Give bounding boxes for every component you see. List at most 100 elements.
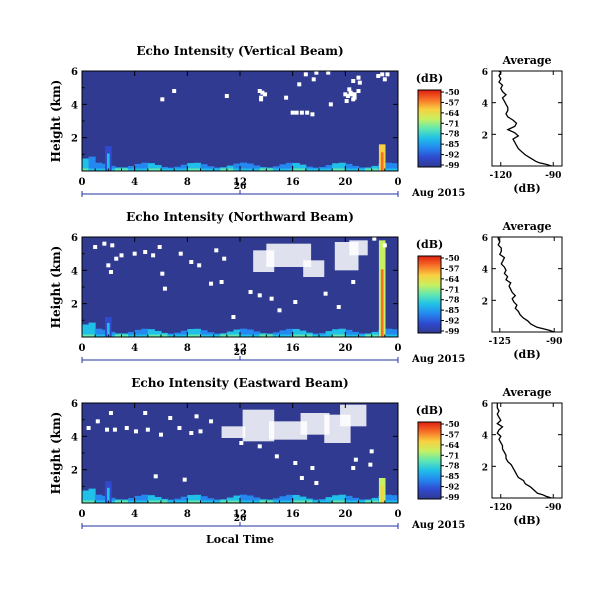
colorbar-tick-label: -64 bbox=[445, 108, 460, 118]
surface-echo-cell bbox=[253, 165, 261, 171]
surface-echo-cell bbox=[279, 330, 287, 337]
missing-data-cell bbox=[105, 427, 110, 432]
missing-data-cell bbox=[290, 110, 295, 115]
surface-echo-cell bbox=[240, 494, 248, 503]
missing-data-cell bbox=[119, 253, 124, 258]
average-y-tick-label: 6 bbox=[482, 234, 488, 244]
intense-echo-core bbox=[380, 152, 384, 171]
surface-echo-cell bbox=[299, 168, 307, 171]
missing-data-cell bbox=[323, 291, 328, 296]
heatmap-title: Echo Intensity (Eastward Beam) bbox=[131, 376, 348, 390]
missing-data-cell bbox=[124, 426, 129, 430]
missing-data-cell bbox=[284, 95, 289, 100]
missing-data-cell bbox=[297, 82, 302, 87]
panel-1: Echo Intensity (Vertical Beam) 0 4 8 12 16 20 0… bbox=[49, 44, 563, 199]
surface-echo-cell bbox=[95, 168, 103, 171]
x-tick-label: 0 bbox=[395, 509, 402, 520]
average-title: Average bbox=[501, 220, 551, 233]
x-tick-label: 12 bbox=[233, 343, 247, 354]
panel-3: Echo Intensity (Eastward Beam) 0 4 8 12 16 20 0… bbox=[49, 376, 563, 546]
surface-echo-cell bbox=[299, 500, 307, 503]
missing-data-block bbox=[303, 260, 325, 277]
missing-data-cell bbox=[224, 94, 229, 98]
missing-data-cell bbox=[294, 110, 299, 115]
missing-data-block bbox=[268, 421, 308, 440]
date-tick-label: 26 bbox=[234, 348, 247, 358]
surface-echo-cell bbox=[325, 500, 333, 503]
missing-data-cell bbox=[108, 270, 113, 274]
surface-echo-cell bbox=[134, 500, 142, 503]
surface-echo-cell bbox=[365, 334, 373, 337]
surface-echo-cell bbox=[371, 331, 379, 337]
surface-echo-cell bbox=[161, 334, 169, 337]
heatmap-title: Echo Intensity (Northward Beam) bbox=[126, 210, 354, 224]
surface-echo-cell bbox=[358, 168, 366, 171]
colorbar-tick-label: -92 bbox=[445, 150, 459, 160]
surface-echo-cell bbox=[128, 497, 136, 503]
average-x-tick-label: -90 bbox=[546, 337, 562, 347]
surface-echo-cell bbox=[253, 168, 261, 171]
surface-echo-cell bbox=[240, 162, 248, 171]
missing-data-cell bbox=[182, 477, 187, 482]
surface-echo-cell bbox=[384, 494, 392, 503]
x-tick-label: 4 bbox=[131, 509, 138, 520]
surface-echo-cell bbox=[246, 500, 254, 503]
surface-echo-cell bbox=[332, 500, 340, 503]
surface-echo-cell bbox=[305, 334, 313, 337]
x-tick-label: 16 bbox=[286, 177, 300, 188]
surface-echo-cell bbox=[384, 168, 392, 171]
surface-echo-cell bbox=[345, 500, 353, 503]
surface-echo-cell bbox=[351, 331, 359, 337]
surface-echo-cell bbox=[233, 495, 241, 503]
missing-data-cell bbox=[151, 253, 156, 258]
missing-data-cell bbox=[351, 280, 356, 284]
average-profile-line bbox=[497, 237, 555, 333]
surface-echo-cell bbox=[141, 328, 149, 337]
surface-echo-cell bbox=[141, 494, 149, 503]
surface-echo-cell bbox=[220, 500, 228, 503]
surface-echo-cell bbox=[351, 497, 359, 503]
surface-echo-cell bbox=[141, 500, 149, 503]
missing-data-cell bbox=[168, 416, 173, 420]
missing-data-cell bbox=[160, 271, 165, 276]
surface-echo-cell bbox=[240, 334, 248, 337]
missing-data-block bbox=[221, 426, 246, 438]
surface-echo-cell bbox=[108, 500, 116, 503]
x-tick-label: 20 bbox=[338, 343, 352, 354]
surface-echo-cell bbox=[200, 330, 208, 337]
surface-echo-cell bbox=[95, 162, 103, 171]
surface-echo-cell bbox=[292, 168, 300, 171]
colorbar-tick-label: -85 bbox=[445, 305, 459, 315]
surface-echo-cell bbox=[305, 168, 313, 171]
surface-echo-cell bbox=[240, 500, 248, 503]
colorbar-tick-label: -50 bbox=[445, 419, 460, 429]
surface-echo-cell bbox=[338, 500, 346, 503]
missing-data-cell bbox=[274, 454, 279, 459]
surface-echo-cell bbox=[187, 495, 195, 503]
surface-echo-cell bbox=[325, 331, 333, 337]
intense-echo-core bbox=[107, 153, 110, 171]
surface-echo-cell bbox=[82, 324, 90, 337]
missing-data-cell bbox=[160, 97, 165, 102]
surface-echo-cell bbox=[213, 334, 221, 337]
colorbar-tick-label: -57 bbox=[445, 97, 459, 107]
missing-data-cell bbox=[157, 245, 162, 249]
missing-data-cell bbox=[132, 251, 137, 256]
surface-echo-cell bbox=[174, 500, 182, 503]
missing-data-cell bbox=[112, 427, 117, 432]
missing-data-cell bbox=[145, 427, 150, 432]
surface-echo-cell bbox=[391, 329, 399, 337]
missing-data-cell bbox=[231, 315, 236, 319]
surface-echo-cell bbox=[154, 330, 162, 337]
surface-echo-cell bbox=[325, 497, 333, 503]
surface-echo-cell bbox=[187, 163, 195, 171]
surface-echo-cell bbox=[121, 334, 129, 337]
intense-echo-core bbox=[107, 323, 110, 337]
missing-data-cell bbox=[269, 296, 274, 301]
average-y-tick-label: 4 bbox=[482, 100, 488, 110]
surface-echo-cell bbox=[180, 500, 188, 503]
surface-echo-cell bbox=[187, 334, 195, 337]
x-tick-label: 20 bbox=[338, 177, 352, 188]
average-frame bbox=[491, 402, 563, 499]
surface-echo-cell bbox=[95, 334, 103, 337]
